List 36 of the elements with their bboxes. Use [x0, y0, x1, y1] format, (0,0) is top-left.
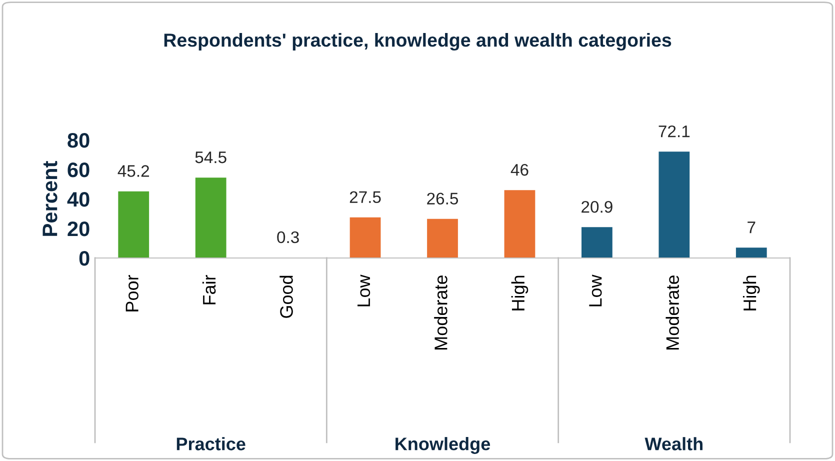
- x-tick-label: Fair: [202, 274, 216, 304]
- bar: [118, 191, 150, 258]
- x-tick-label: Good: [280, 276, 293, 318]
- data-label: 20.9: [582, 200, 612, 213]
- bar: [504, 190, 536, 258]
- data-label: 54.5: [195, 152, 226, 164]
- bar: [736, 248, 767, 258]
- y-tick-label: 0: [79, 251, 90, 266]
- data-label: 26.5: [427, 192, 458, 205]
- text: Wealth: [644, 437, 702, 450]
- y-tick-label: 40: [67, 192, 90, 207]
- y-axis-title: Percent: [42, 161, 58, 236]
- y-tick-label: 20: [68, 222, 90, 236]
- data-label: 46: [510, 164, 528, 176]
- x-tick-label: Low: [358, 274, 370, 306]
- y-tick-label: 80: [68, 133, 90, 148]
- data-label: 45.2: [118, 165, 149, 177]
- x-tick-label: Poor: [126, 274, 138, 312]
- x-tick-label: Moderate: [434, 275, 448, 350]
- x-tick-label: Moderate: [666, 275, 680, 350]
- text: Practice: [176, 437, 246, 450]
- data-label: 7: [748, 222, 756, 234]
- chart-title: Respondents' practice, knowledge and wealth categories: [164, 33, 672, 51]
- y-tick-label: 60: [68, 162, 90, 178]
- data-label: 72.1: [658, 125, 690, 138]
- bar: [427, 218, 458, 258]
- x-tick-label: High: [742, 276, 760, 310]
- x-tick-label: High: [511, 276, 528, 310]
- x-tick-label: Low: [589, 274, 602, 306]
- data-label: 0.3: [277, 231, 299, 244]
- text: Knowledge: [396, 437, 490, 454]
- bar: [582, 227, 612, 258]
- bar: [350, 217, 381, 258]
- bar: [195, 178, 226, 258]
- bar: [658, 152, 690, 258]
- data-label: 27.5: [350, 191, 381, 204]
